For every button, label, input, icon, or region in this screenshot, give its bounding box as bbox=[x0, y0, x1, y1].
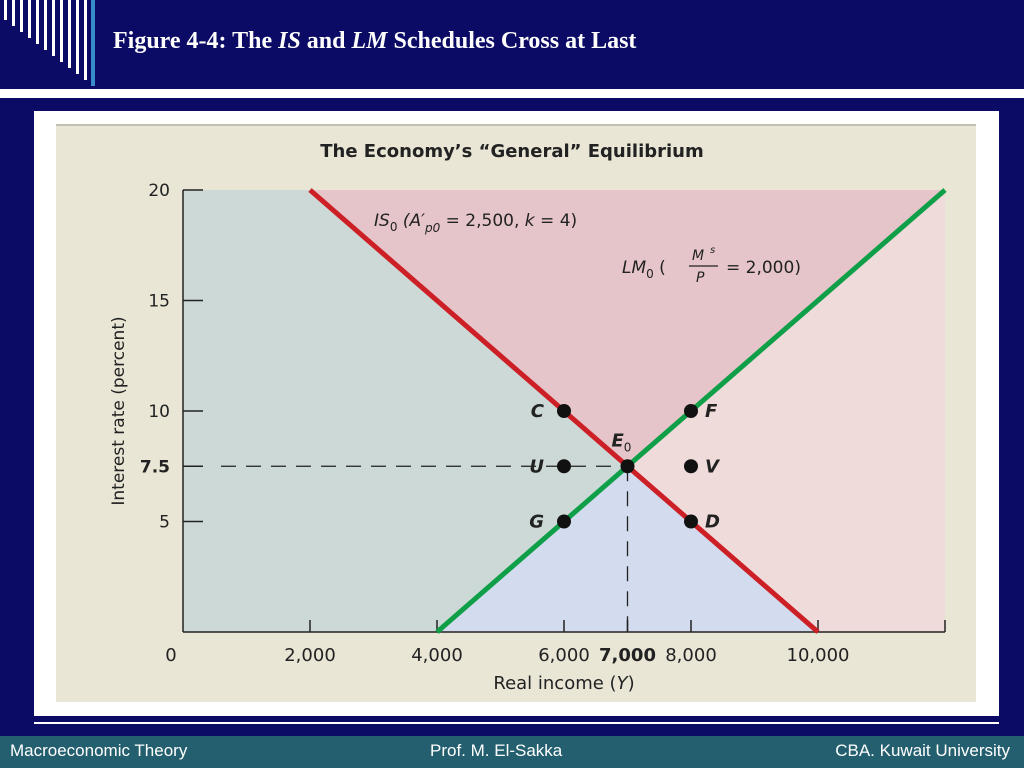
title-part: and bbox=[300, 28, 352, 54]
point-label: U bbox=[529, 456, 544, 477]
slide-header: Figure 4-4: The IS and LM Schedules Cros… bbox=[0, 0, 1024, 88]
x-tick-label: 7,000 bbox=[599, 645, 656, 666]
header-bar bbox=[76, 0, 79, 74]
header-bar bbox=[36, 0, 39, 44]
x-tick-label: 10,000 bbox=[787, 645, 850, 666]
footer-institution: CBA. Kuwait University bbox=[835, 741, 1010, 760]
is-curve-label: IS0 (A′p0 = 2,500, k = 4) bbox=[374, 211, 577, 235]
footer-divider bbox=[34, 722, 999, 724]
point-d bbox=[684, 514, 698, 529]
footer-course: Macroeconomic Theory bbox=[10, 741, 188, 760]
region-right bbox=[627, 190, 945, 632]
point-label: D bbox=[705, 512, 720, 533]
footer-author: Prof. M. El-Sakka bbox=[430, 741, 563, 760]
point-f bbox=[684, 404, 698, 418]
point-v bbox=[684, 459, 698, 474]
y-tick-label: 7.5 bbox=[140, 457, 170, 477]
header-bar bbox=[52, 0, 55, 56]
header-bar bbox=[12, 0, 15, 26]
header-bar bbox=[44, 0, 47, 50]
lm-fraction-denominator: P bbox=[696, 270, 705, 286]
lm-curve-label: LM0 ( bbox=[622, 258, 666, 281]
header-bar-accent bbox=[91, 0, 95, 86]
lm-fraction-numerator: M bbox=[692, 248, 704, 264]
x-axis-label: Real income (Y) bbox=[493, 673, 634, 694]
title-divider bbox=[0, 89, 1024, 98]
title-part: Figure 4-4: The bbox=[113, 28, 279, 54]
header-bar bbox=[68, 0, 71, 68]
header-bar bbox=[20, 0, 23, 32]
region-left bbox=[183, 190, 628, 632]
lm-fraction-superscript: s bbox=[710, 245, 715, 256]
title-part: Schedules Cross at Last bbox=[387, 28, 637, 54]
is-lm-chart: 20 15 10 7.5 5 0 2,000 4,000 6,000 7,000 8,000 10,0… bbox=[56, 124, 976, 702]
point-e bbox=[620, 459, 635, 474]
footer-bar: Macroeconomic Theory Prof. M. El-Sakka C… bbox=[0, 736, 1024, 768]
lm-label-rest: = 2,000) bbox=[726, 258, 801, 278]
x-tick-label: 8,000 bbox=[665, 645, 717, 666]
point-g bbox=[557, 514, 571, 529]
point-label: V bbox=[705, 456, 721, 477]
x-tick-label: 6,000 bbox=[538, 645, 590, 666]
header-bar bbox=[28, 0, 31, 38]
header-bar bbox=[60, 0, 63, 62]
x-tick-label: 0 bbox=[165, 645, 176, 666]
point-label: F bbox=[705, 401, 718, 422]
y-tick-label: 5 bbox=[159, 513, 170, 533]
x-tick-label: 4,000 bbox=[411, 645, 463, 666]
x-tick-label: 2,000 bbox=[284, 645, 336, 666]
region-top bbox=[310, 190, 945, 467]
header-bar bbox=[4, 0, 7, 20]
point-u bbox=[557, 459, 571, 474]
y-tick-label: 15 bbox=[148, 292, 170, 312]
chart-title: The Economy’s “General” Equilibrium bbox=[320, 141, 704, 162]
decorative-bars-icon bbox=[4, 0, 95, 86]
y-axis-label: Interest rate (percent) bbox=[109, 316, 129, 505]
title-lm: LM bbox=[351, 28, 388, 54]
header-bar bbox=[84, 0, 87, 80]
y-tick-label: 10 bbox=[148, 402, 170, 422]
point-label: E0 bbox=[612, 430, 632, 454]
point-label: G bbox=[529, 512, 544, 533]
point-c bbox=[557, 404, 571, 418]
slide-title: Figure 4-4: The IS and LM Schedules Cros… bbox=[113, 28, 636, 55]
y-tick-label: 20 bbox=[148, 181, 170, 201]
point-label: C bbox=[531, 401, 545, 422]
title-is: IS bbox=[278, 28, 301, 54]
